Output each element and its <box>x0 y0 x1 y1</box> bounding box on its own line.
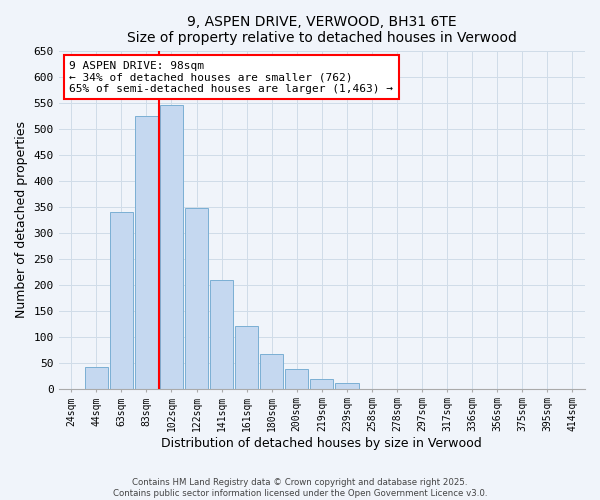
Bar <box>135 116 158 388</box>
Bar <box>310 379 334 388</box>
Bar <box>110 212 133 388</box>
Bar <box>235 326 258 388</box>
Title: 9, ASPEN DRIVE, VERWOOD, BH31 6TE
Size of property relative to detached houses i: 9, ASPEN DRIVE, VERWOOD, BH31 6TE Size o… <box>127 15 517 45</box>
Bar <box>285 369 308 388</box>
Y-axis label: Number of detached properties: Number of detached properties <box>15 121 28 318</box>
Bar <box>260 354 283 388</box>
Bar <box>160 105 183 389</box>
Bar <box>185 208 208 388</box>
X-axis label: Distribution of detached houses by size in Verwood: Distribution of detached houses by size … <box>161 437 482 450</box>
Text: Contains HM Land Registry data © Crown copyright and database right 2025.
Contai: Contains HM Land Registry data © Crown c… <box>113 478 487 498</box>
Bar <box>210 280 233 388</box>
Bar <box>335 383 359 388</box>
Bar <box>85 366 108 388</box>
Text: 9 ASPEN DRIVE: 98sqm
← 34% of detached houses are smaller (762)
65% of semi-deta: 9 ASPEN DRIVE: 98sqm ← 34% of detached h… <box>69 60 393 94</box>
